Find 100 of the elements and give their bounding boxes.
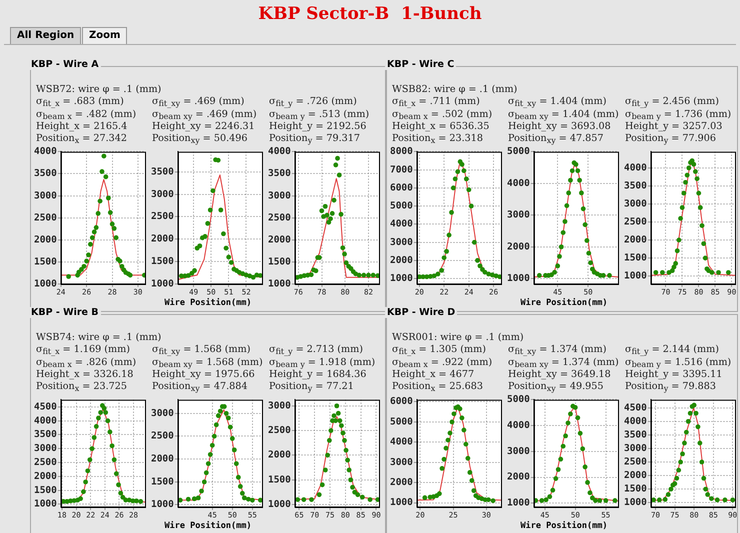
point (366, 272, 371, 278)
text: Zoom (82, 27, 128, 44)
point (116, 482, 121, 488)
point (328, 216, 333, 222)
point (575, 415, 580, 420)
y-tick-label: 1500 (268, 474, 292, 486)
point (202, 234, 208, 239)
point (96, 416, 101, 420)
point (582, 464, 588, 470)
text: σ$_{beam xy}$ = 1.404 (mm) (508, 108, 619, 121)
point (344, 260, 349, 266)
x-axis-title: Wire Position(mm) (164, 298, 252, 308)
point (250, 498, 255, 503)
point (597, 498, 602, 503)
point (344, 448, 348, 453)
point (118, 490, 124, 496)
point (258, 273, 262, 278)
point (340, 430, 346, 436)
point (78, 496, 83, 502)
point (81, 489, 86, 494)
point (688, 410, 693, 416)
point (450, 186, 456, 190)
text: σ$_{fit_y}$ = 2.456 (mm) (625, 96, 719, 108)
point (698, 205, 703, 210)
text: σ$_{fit_x}$ = .711 (mm) (392, 96, 480, 108)
y-tick-label: 6000 (390, 182, 414, 194)
text: σ$_{beam y}$ = 1.918 (mm) (269, 356, 376, 369)
point (674, 476, 680, 481)
point (348, 477, 354, 482)
text: Height_x = 4677 (392, 368, 474, 380)
text: Position$_{xy}$ = 49.955 (508, 381, 604, 394)
point (98, 198, 102, 204)
y-tick-label: 5000 (390, 200, 414, 212)
point (340, 245, 346, 250)
y-tick-label: 2500 (268, 212, 292, 224)
point (210, 188, 216, 194)
point (694, 176, 700, 182)
point (79, 267, 84, 272)
point (446, 232, 452, 238)
text: σ$_{beam y}$ = .513 (mm) (269, 108, 370, 121)
point (547, 494, 552, 500)
y-tick-label: 8000 (390, 146, 414, 158)
point (218, 208, 224, 212)
point (322, 204, 328, 209)
point (449, 210, 454, 215)
y-tick-label: 1500 (624, 484, 648, 495)
point (335, 156, 340, 161)
y-tick-label: 5000 (506, 394, 530, 406)
y-tick-label: 3000 (34, 443, 58, 454)
point (558, 244, 564, 250)
point (422, 495, 428, 500)
y-tick-label: 3000 (34, 190, 58, 202)
y-tick-label: 2500 (268, 425, 292, 436)
y-tick-label: 1000 (268, 278, 292, 290)
point (110, 222, 115, 226)
text: σ$_{fit_xy}$ = 1.568 (mm) (152, 344, 250, 356)
point (338, 212, 344, 217)
point (336, 410, 341, 416)
point (214, 422, 219, 428)
text: Position$_{y}$ = 77.21 (269, 381, 354, 394)
y-tick-label: 2000 (34, 470, 58, 482)
text: σ$_{beam y}$ = 1.516 (mm) (625, 356, 732, 369)
point (228, 424, 233, 430)
y-tick-label: 3000 (150, 408, 174, 419)
point (356, 272, 362, 278)
point (585, 480, 590, 485)
y-tick-label: 1500 (150, 476, 174, 488)
point (676, 468, 682, 473)
point (375, 497, 379, 502)
point (105, 418, 110, 424)
point (309, 497, 314, 502)
text: WSR001: wire φ = .1 (mm) (392, 332, 524, 343)
point (322, 468, 328, 472)
point (681, 190, 686, 196)
y-tick-label: 4000 (506, 420, 530, 432)
point (450, 420, 454, 424)
point (332, 198, 336, 203)
point (678, 460, 683, 464)
point (666, 492, 671, 497)
point (94, 225, 99, 230)
text: Height_y = 1684.36 (269, 368, 366, 380)
y-tick-label: 2000 (506, 472, 530, 483)
point (570, 168, 575, 174)
point (224, 246, 228, 251)
text: σ$_{beam x}$ = .922 (mm) (392, 356, 492, 369)
point (486, 497, 491, 502)
point (350, 484, 355, 490)
point (682, 440, 687, 446)
y-tick-label: 1000 (506, 273, 530, 284)
y-tick-label: 1000 (150, 278, 174, 290)
point (370, 272, 376, 278)
point (342, 252, 347, 256)
point (568, 412, 573, 416)
point (680, 451, 685, 456)
point (320, 482, 325, 488)
point (100, 169, 104, 174)
y-tick-label: 2000 (624, 234, 648, 246)
point (730, 498, 735, 502)
text: σ$_{beam xy}$ = 1.374 (mm) (508, 356, 619, 369)
point (468, 204, 474, 208)
